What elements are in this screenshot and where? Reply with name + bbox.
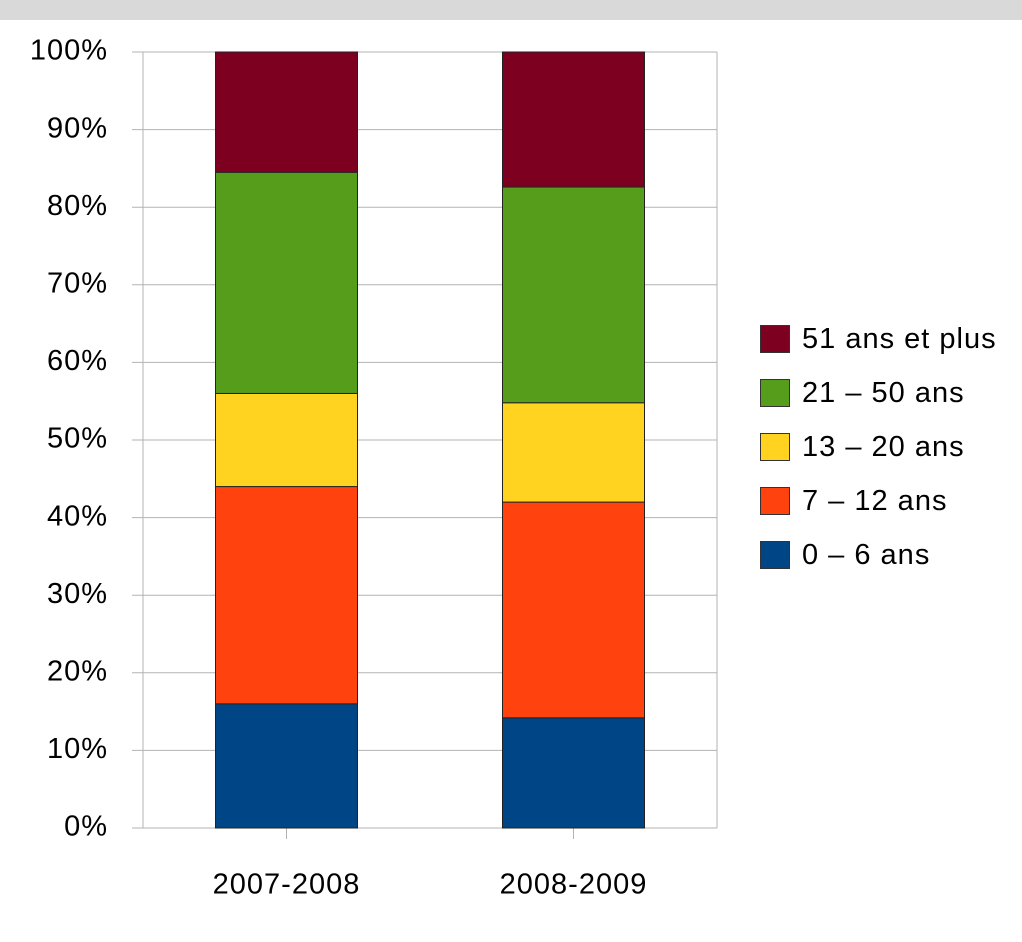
y-tick-label: 0% [64,811,108,843]
legend-swatch [760,487,790,515]
bar-segment [215,703,358,829]
x-tick-label: 2007-2008 [213,869,361,901]
y-tick-label: 60% [47,345,108,377]
legend-label: 51 ans et plus [802,323,997,355]
legend-item: 13 – 20 ans [760,420,1000,474]
legend-label: 0 – 6 ans [802,539,931,571]
y-tick-label: 20% [47,655,108,687]
bar-segment [215,171,358,394]
y-tick-label: 80% [47,190,108,222]
y-tick-label: 10% [47,733,108,765]
legend-label: 13 – 20 ans [802,431,965,463]
bar-segment [502,501,645,719]
legend-item: 7 – 12 ans [760,474,1000,528]
y-tick-label: 50% [47,423,108,455]
legend-swatch [760,541,790,569]
y-tick-label: 70% [47,267,108,299]
y-tick-label: 100% [30,35,108,67]
bar-segment [502,402,645,503]
legend: 51 ans et plus 21 – 50 ans 13 – 20 ans 7 – … [760,312,1000,582]
y-tick-label: 30% [47,578,108,610]
bar-segment [215,392,358,488]
bar-segment [502,717,645,829]
legend-item: 0 – 6 ans [760,528,1000,582]
legend-item: 51 ans et plus [760,312,1000,366]
legend-label: 7 – 12 ans [802,485,948,517]
bar-segment [502,186,645,404]
x-tick-label: 2008-2009 [500,869,648,901]
top-bar [0,0,1022,20]
legend-swatch [760,379,790,407]
bar-segment [215,486,358,705]
bar-segment [215,51,358,173]
bar-segment [502,51,645,188]
legend-item: 21 – 50 ans [760,366,1000,420]
y-tick-label: 90% [47,112,108,144]
legend-swatch [760,433,790,461]
y-tick-label: 40% [47,500,108,532]
legend-label: 21 – 50 ans [802,377,965,409]
legend-swatch [760,325,790,353]
